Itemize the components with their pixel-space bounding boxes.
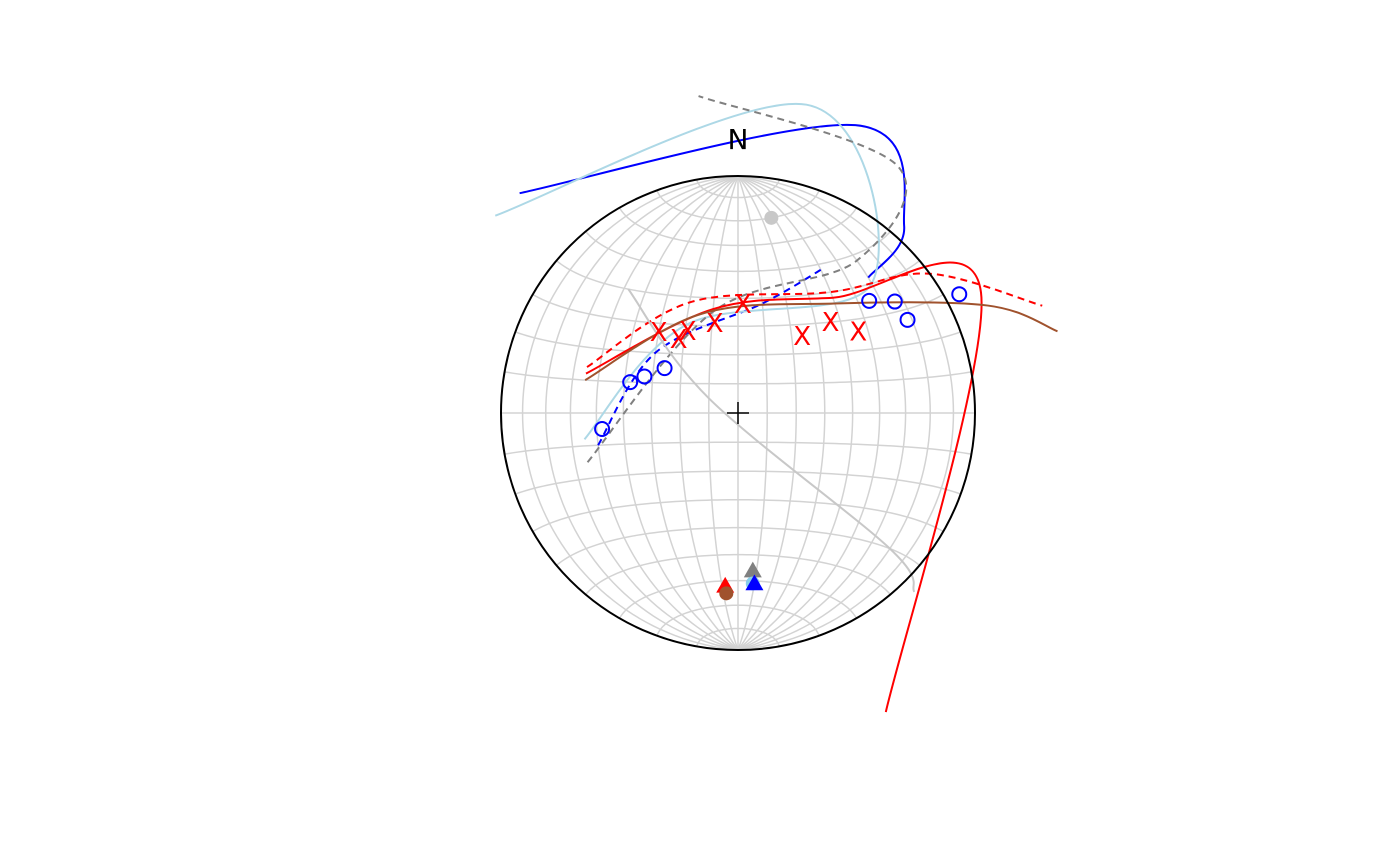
- pole-marker-open-circle: [622, 374, 639, 391]
- mean-marker-triangle: [745, 574, 764, 591]
- grid-parallel: [515, 470, 961, 495]
- grid-parallel: [585, 553, 891, 596]
- pole-marker-x: X: [849, 317, 867, 347]
- grid-parallel: [532, 293, 944, 328]
- grid-parallel: [656, 190, 820, 222]
- center-crosshair: [727, 402, 749, 424]
- pole-marker-x: X: [822, 308, 840, 338]
- primitive-circle: [500, 175, 976, 651]
- pole-marker-x: X: [734, 290, 752, 320]
- grid-parallel: [504, 441, 972, 455]
- pole-marker-x: X: [670, 325, 688, 355]
- grid-parallel: [656, 604, 820, 636]
- north-label: N: [728, 123, 749, 156]
- grid-parallel: [532, 498, 944, 533]
- pole-marker-x: X: [706, 309, 724, 339]
- pole-marker-filled-circle: [719, 586, 734, 601]
- grid-parallel: [585, 230, 891, 273]
- pole-marker-filled-circle: [764, 210, 779, 225]
- great-circle-4: [586, 95, 908, 463]
- grid-parallel: [618, 207, 858, 247]
- pole-marker-open-circle: [656, 360, 673, 377]
- stereonet-grid: [501, 175, 975, 651]
- pole-marker-open-circle: [636, 368, 653, 385]
- pole-marker-x: X: [679, 317, 697, 347]
- great-circle-2: [597, 268, 822, 446]
- great-circles: [494, 95, 1058, 713]
- grid-parallel: [696, 179, 780, 199]
- great-circle-7: [584, 301, 1058, 381]
- data-markers: X XX XXX X X: [594, 210, 968, 601]
- pole-marker-x: X: [650, 318, 668, 348]
- grid-parallel: [504, 371, 972, 385]
- grid-parallel: [696, 627, 780, 647]
- pole-marker-x: X: [793, 322, 811, 352]
- pole-marker-open-circle: [899, 311, 916, 328]
- grid-parallel: [618, 579, 858, 619]
- pole-marker-open-circle: [594, 421, 611, 438]
- grid-parallel: [515, 331, 961, 356]
- pole-marker-open-circle: [861, 292, 878, 309]
- great-circle-8: [627, 288, 916, 593]
- pole-marker-open-circle: [951, 286, 968, 303]
- mean-marker-triangle: [743, 561, 762, 578]
- grid-parallel: [555, 526, 921, 566]
- pole-marker-open-circle: [886, 293, 903, 310]
- great-circle-1: [519, 123, 906, 279]
